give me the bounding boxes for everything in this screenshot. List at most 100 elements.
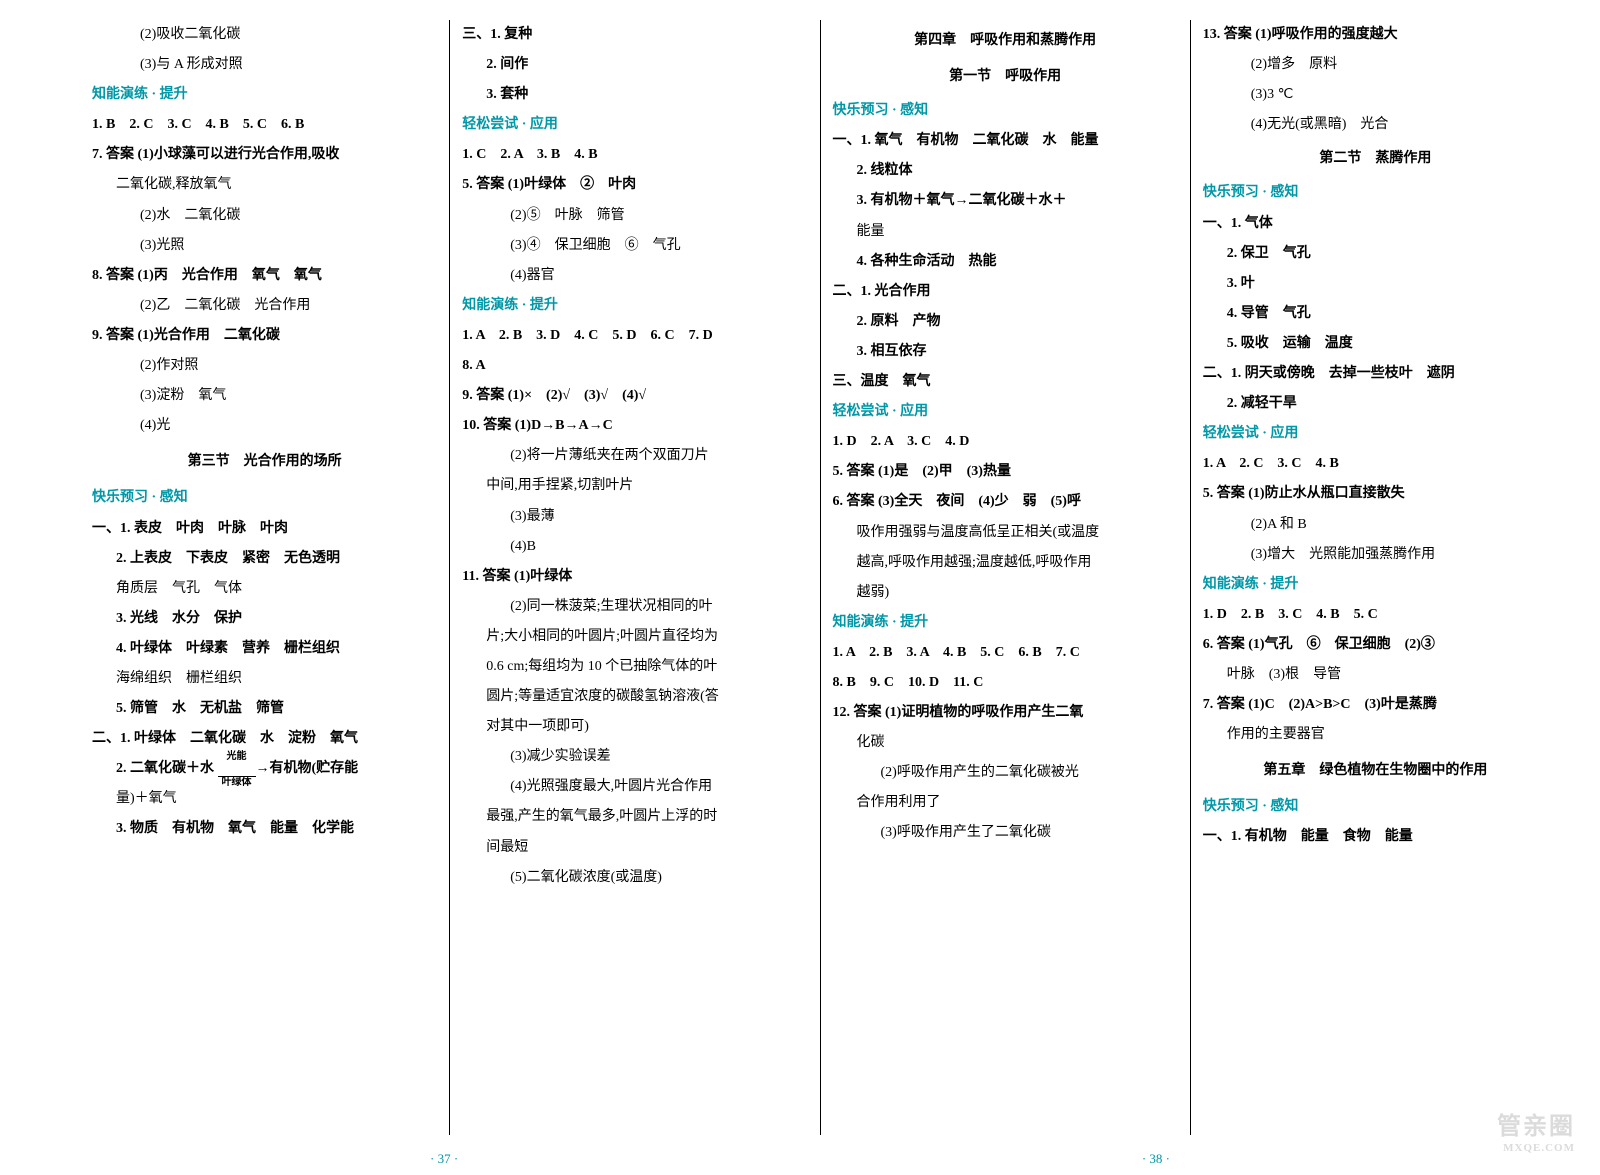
text-line: (5)二氧化碳浓度(或温度) bbox=[462, 863, 807, 893]
text-line: 海绵组织 栅栏组织 bbox=[92, 664, 437, 694]
text-line: 2. 间作 bbox=[462, 50, 807, 80]
column-1: (2)吸收二氧化碳 (3)与 A 形成对照 知能演练 · 提升 1. B 2. … bbox=[80, 20, 449, 1135]
text-line: (2)呼吸作用产生的二氧化碳被光 bbox=[833, 758, 1178, 788]
text-line: 4. 各种生命活动 热能 bbox=[833, 247, 1178, 277]
text-line: 一、1. 气体 bbox=[1203, 209, 1548, 239]
answer-line: 1. D 2. B 3. C 4. B 5. C bbox=[1203, 600, 1548, 630]
answer-line: 1. C 2. A 3. B 4. B bbox=[462, 140, 807, 170]
text-line: 量)＋氧气 bbox=[92, 784, 437, 814]
answer-line: 13. 答案 (1)呼吸作用的强度越大 bbox=[1203, 20, 1548, 50]
heading-practice: 知能演练 · 提升 bbox=[92, 80, 437, 110]
text-line: 2. 保卫 气孔 bbox=[1203, 239, 1548, 269]
text-line: (3)④ 保卫细胞 ⑥ 气孔 bbox=[462, 231, 807, 261]
heading-try: 轻松尝试 · 应用 bbox=[833, 397, 1178, 427]
text-line: 2. 减轻干旱 bbox=[1203, 389, 1548, 419]
text-line: (2)作对照 bbox=[92, 351, 437, 381]
eq-bottom: 叶绿体 bbox=[218, 776, 256, 788]
answer-line: 7. 答案 (1)小球藻可以进行光合作用,吸收 bbox=[92, 140, 437, 170]
page-number-right: · 38 · bbox=[1142, 1151, 1170, 1167]
text-line: (3)呼吸作用产生了二氧化碳 bbox=[833, 818, 1178, 848]
text-line: (2)乙 二氧化碳 光合作用 bbox=[92, 291, 437, 321]
section-title: 第二节 蒸腾作用 bbox=[1203, 144, 1548, 174]
watermark: 管亲圈 MXQE.COM bbox=[1497, 1113, 1575, 1155]
answer-line: 6. 答案 (1)气孔 ⑥ 保卫细胞 (2)③ bbox=[1203, 630, 1548, 660]
answer-line: 1. D 2. A 3. C 4. D bbox=[833, 427, 1178, 457]
text-line: 三、1. 复种 bbox=[462, 20, 807, 50]
chapter-title: 第四章 呼吸作用和蒸腾作用 bbox=[833, 26, 1178, 56]
column-2: 三、1. 复种 2. 间作 3. 套种 轻松尝试 · 应用 1. C 2. A … bbox=[449, 20, 819, 1135]
heading-preview: 快乐预习 · 感知 bbox=[1203, 178, 1548, 208]
watermark-url: MXQE.COM bbox=[1497, 1142, 1575, 1155]
text-line: 合作用利用了 bbox=[833, 788, 1178, 818]
text-line: 3. 套种 bbox=[462, 80, 807, 110]
text-line: (4)光 bbox=[92, 411, 437, 441]
heading-practice: 知能演练 · 提升 bbox=[1203, 570, 1548, 600]
text-line: 4. 导管 气孔 bbox=[1203, 299, 1548, 329]
text-line: 3. 光线 水分 保护 bbox=[92, 604, 437, 634]
text-line: 0.6 cm;每组均为 10 个已抽除气体的叶 bbox=[462, 652, 807, 682]
text-line: (4)B bbox=[462, 532, 807, 562]
text-line: (2)同一株菠菜;生理状况相同的叶 bbox=[462, 592, 807, 622]
text-line: 一、1. 有机物 能量 食物 能量 bbox=[1203, 822, 1548, 852]
text-line: (3)增大 光照能加强蒸腾作用 bbox=[1203, 540, 1548, 570]
text-line: 5. 吸收 运输 温度 bbox=[1203, 329, 1548, 359]
text-line: 作用的主要器官 bbox=[1203, 720, 1548, 750]
section-title: 第三节 光合作用的场所 bbox=[92, 447, 437, 477]
eq-left: 2. 二氧化碳＋水 bbox=[116, 761, 214, 776]
text-line: (4)无光(或黑暗) 光合 bbox=[1203, 110, 1548, 140]
answer-line: 1. B 2. C 3. C 4. B 5. C 6. B bbox=[92, 110, 437, 140]
text-line: 叶脉 (3)根 导管 bbox=[1203, 660, 1548, 690]
answer-line: 5. 答案 (1)叶绿体 ② 叶肉 bbox=[462, 170, 807, 200]
text-line: (4)器官 bbox=[462, 261, 807, 291]
text-line: 二、1. 叶绿体 二氧化碳 水 淀粉 氧气 bbox=[92, 724, 437, 754]
text-line: 5. 筛管 水 无机盐 筛管 bbox=[92, 694, 437, 724]
text-line: 中间,用手捏紧,切割叶片 bbox=[462, 471, 807, 501]
heading-preview: 快乐预习 · 感知 bbox=[833, 96, 1178, 126]
text-line: 圆片;等量适宜浓度的碳酸氢钠溶液(答 bbox=[462, 682, 807, 712]
text-line: 二氧化碳,释放氧气 bbox=[92, 170, 437, 200]
eq-right: 有机物(贮存能 bbox=[270, 761, 359, 776]
heading-practice: 知能演练 · 提升 bbox=[462, 291, 807, 321]
answer-line: 10. 答案 (1)D→B→A→C bbox=[462, 411, 807, 441]
text-line: 一、1. 表皮 叶肉 叶脉 叶肉 bbox=[92, 514, 437, 544]
heading-preview: 快乐预习 · 感知 bbox=[92, 483, 437, 513]
text-line: 越高,呼吸作用越强;温度越低,呼吸作用 bbox=[833, 548, 1178, 578]
text-line: 一、1. 氧气 有机物 二氧化碳 水 能量 bbox=[833, 126, 1178, 156]
heading-preview: 快乐预习 · 感知 bbox=[1203, 792, 1548, 822]
text-line: 三、温度 氧气 bbox=[833, 367, 1178, 397]
text-line: (3)与 A 形成对照 bbox=[92, 50, 437, 80]
text-line: (3)光照 bbox=[92, 231, 437, 261]
text-line: (3)3 ℃ bbox=[1203, 80, 1548, 110]
section-title: 第一节 呼吸作用 bbox=[833, 62, 1178, 92]
answer-line: 12. 答案 (1)证明植物的呼吸作用产生二氧 bbox=[833, 698, 1178, 728]
watermark-text: 管亲圈 bbox=[1497, 1114, 1575, 1140]
text-line: (3)减少实验误差 bbox=[462, 742, 807, 772]
text-line: 化碳 bbox=[833, 728, 1178, 758]
page-number-left: · 37 · bbox=[430, 1151, 458, 1167]
text-line: (2)水 二氧化碳 bbox=[92, 201, 437, 231]
answer-line: 1. A 2. B 3. A 4. B 5. C 6. B 7. C bbox=[833, 638, 1178, 668]
text-line: 越弱) bbox=[833, 578, 1178, 608]
answer-line: 7. 答案 (1)C (2)A>B>C (3)叶是蒸腾 bbox=[1203, 690, 1548, 720]
text-line: 片;大小相同的叶圆片;叶圆片直径均为 bbox=[462, 622, 807, 652]
column-4: 13. 答案 (1)呼吸作用的强度越大 (2)增多 原料 (3)3 ℃ (4)无… bbox=[1190, 20, 1560, 1135]
text-line: 能量 bbox=[833, 217, 1178, 247]
text-line: 吸作用强弱与温度高低呈正相关(或温度 bbox=[833, 518, 1178, 548]
text-line: 对其中一项即可) bbox=[462, 712, 807, 742]
answer-line: 5. 答案 (1)是 (2)甲 (3)热量 bbox=[833, 457, 1178, 487]
answer-line: 6. 答案 (3)全天 夜间 (4)少 弱 (5)呼 bbox=[833, 487, 1178, 517]
text-line: 二、1. 光合作用 bbox=[833, 277, 1178, 307]
text-line: 2. 原料 产物 bbox=[833, 307, 1178, 337]
answer-line: 9. 答案 (1)光合作用 二氧化碳 bbox=[92, 321, 437, 351]
answer-line: 11. 答案 (1)叶绿体 bbox=[462, 562, 807, 592]
heading-try: 轻松尝试 · 应用 bbox=[462, 110, 807, 140]
answer-line: 8. B 9. C 10. D 11. C bbox=[833, 668, 1178, 698]
heading-try: 轻松尝试 · 应用 bbox=[1203, 419, 1548, 449]
text-line: 3. 物质 有机物 氧气 能量 化学能 bbox=[92, 814, 437, 844]
equation-line: 2. 二氧化碳＋水 光能 叶绿体 →有机物(贮存能 bbox=[92, 754, 437, 784]
answer-line: 8. A bbox=[462, 351, 807, 381]
text-line: (2)增多 原料 bbox=[1203, 50, 1548, 80]
chapter-title: 第五章 绿色植物在生物圈中的作用 bbox=[1203, 756, 1548, 786]
text-line: (4)光照强度最大,叶圆片光合作用 bbox=[462, 772, 807, 802]
text-line: 最强,产生的氧气最多,叶圆片上浮的时 bbox=[462, 802, 807, 832]
